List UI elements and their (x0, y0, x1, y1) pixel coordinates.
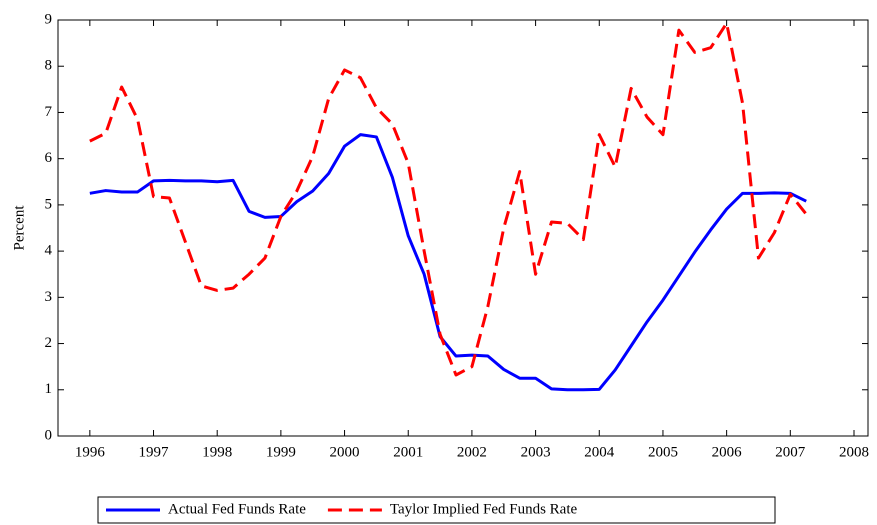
legend-box (97, 496, 776, 524)
y-tick-label: 3 (45, 289, 53, 305)
y-tick-label: 8 (45, 58, 53, 74)
x-tick-label: 2003 (521, 444, 551, 460)
series-line (89, 133, 807, 392)
y-tick-label: 6 (45, 150, 53, 166)
plot-frame (57, 19, 869, 437)
y-tick-label: 5 (45, 196, 53, 212)
x-tick-label: 2004 (584, 444, 615, 460)
y-tick-label: 7 (45, 104, 53, 120)
y-tick-label: 0 (45, 427, 53, 443)
x-tick-label: 2001 (393, 444, 423, 460)
x-tick-label: 2007 (775, 444, 806, 460)
x-tick-label: 2002 (457, 444, 487, 460)
series-line (89, 21, 808, 377)
y-axis-label: Percent (11, 205, 27, 251)
y-tick-label: 2 (45, 335, 53, 351)
y-tick-label: 4 (45, 243, 53, 259)
x-tick-label: 1998 (202, 444, 232, 460)
x-tick-label: 2000 (330, 444, 360, 460)
x-tick-label: 1999 (266, 444, 296, 460)
legend-label: Actual Fed Funds Rate (168, 501, 306, 517)
x-tick-label: 2005 (648, 444, 678, 460)
x-tick-label: 1996 (75, 444, 106, 460)
legend-label: Taylor Implied Fed Funds Rate (390, 501, 578, 517)
y-tick-label: 9 (45, 11, 53, 27)
y-tick-label: 1 (45, 381, 53, 397)
x-tick-label: 1997 (139, 444, 170, 460)
x-tick-label: 2006 (712, 444, 743, 460)
x-tick-label: 2008 (839, 444, 869, 460)
